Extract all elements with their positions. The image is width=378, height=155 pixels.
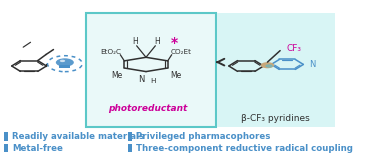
- Circle shape: [261, 62, 274, 68]
- Text: Metal-free: Metal-free: [12, 144, 63, 153]
- FancyBboxPatch shape: [4, 132, 8, 141]
- Text: EtO₂C: EtO₂C: [100, 49, 121, 55]
- FancyBboxPatch shape: [128, 144, 132, 152]
- Text: CF₃: CF₃: [287, 44, 302, 53]
- Text: Me: Me: [112, 71, 122, 80]
- Text: photoreductant: photoreductant: [108, 104, 187, 113]
- Circle shape: [265, 64, 273, 68]
- FancyBboxPatch shape: [4, 144, 8, 152]
- FancyBboxPatch shape: [86, 13, 216, 127]
- Circle shape: [60, 60, 65, 62]
- Text: Me: Me: [170, 71, 181, 80]
- FancyBboxPatch shape: [128, 132, 132, 141]
- Text: N: N: [309, 60, 316, 69]
- Text: Privileged pharmacophores: Privileged pharmacophores: [136, 132, 270, 141]
- FancyBboxPatch shape: [217, 13, 335, 127]
- Text: N: N: [138, 75, 144, 84]
- Circle shape: [56, 58, 74, 67]
- Text: CO₂Et: CO₂Et: [171, 49, 192, 55]
- Text: H: H: [150, 78, 155, 84]
- Text: β-CF₃ pyridines: β-CF₃ pyridines: [241, 114, 310, 123]
- Text: H: H: [132, 38, 138, 46]
- Text: H: H: [154, 38, 160, 46]
- Text: *: *: [171, 36, 178, 51]
- Text: Three-component reductive radical coupling: Three-component reductive radical coupli…: [136, 144, 353, 153]
- FancyBboxPatch shape: [59, 65, 70, 68]
- Text: Readily available materials: Readily available materials: [12, 132, 144, 141]
